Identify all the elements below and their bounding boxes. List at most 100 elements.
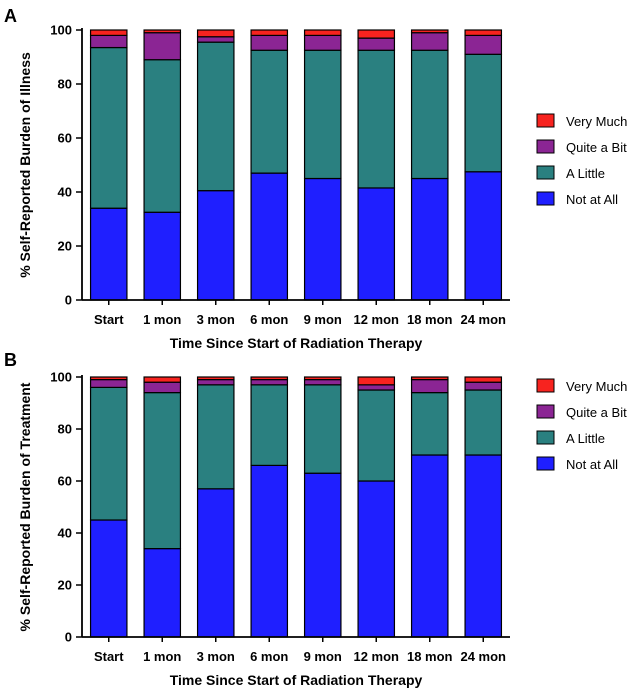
legend-swatch-quite-a-bit (536, 404, 555, 419)
bar-a-little-12-mon (357, 49, 396, 189)
panel-label: B (4, 350, 17, 370)
legend-label-not-at-all: Not at All (566, 457, 618, 472)
x-tick-label: 24 mon (460, 312, 506, 327)
bar-not-at-all-12-mon (357, 480, 396, 638)
bar-very-much-24-mon (464, 376, 503, 383)
bar-not-at-all-6-mon (250, 172, 289, 301)
x-tick-label: 12 mon (353, 649, 399, 664)
legend-label-quite-a-bit: Quite a Bit (566, 405, 627, 420)
bar-very-much-18-mon (410, 376, 449, 381)
y-tick-label: 80 (58, 77, 72, 92)
bar-very-much-12-mon (357, 29, 396, 39)
bar-quite-a-bit-start (89, 379, 128, 389)
bar-very-much-3-mon (196, 29, 235, 38)
y-tick-label: 60 (58, 131, 72, 146)
bar-a-little-12-mon (357, 389, 396, 482)
x-tick-label: 24 mon (460, 649, 506, 664)
legend-label-not-at-all: Not at All (566, 192, 618, 207)
bar-not-at-all-start (89, 207, 128, 301)
bar-a-little-9-mon (303, 49, 342, 180)
legend-label-a-little: A Little (566, 431, 605, 446)
bar-a-little-9-mon (303, 384, 342, 474)
y-tick-label: 0 (65, 293, 72, 308)
bar-very-much-18-mon (410, 29, 449, 34)
x-tick-label: 12 mon (353, 312, 399, 327)
bar-quite-a-bit-12-mon (357, 384, 396, 391)
bar-quite-a-bit-18-mon (410, 32, 449, 51)
bar-a-little-6-mon (250, 384, 289, 466)
bar-very-much-9-mon (303, 29, 342, 37)
y-tick-label: 100 (50, 23, 72, 38)
bar-quite-a-bit-18-mon (410, 379, 449, 394)
bar-quite-a-bit-9-mon (303, 379, 342, 386)
y-tick-label: 60 (58, 474, 72, 489)
x-axis-title: Time Since Start of Radiation Therapy (170, 672, 423, 688)
y-axis-title: % Self-Reported Burden of Illness (17, 52, 33, 278)
bar-not-at-all-3-mon (196, 488, 235, 638)
bar-quite-a-bit-24-mon (464, 34, 503, 55)
legend-label-very-much: Very Much (566, 114, 627, 129)
y-axis-title: % Self-Reported Burden of Treatment (17, 382, 33, 631)
bar-quite-a-bit-3-mon (196, 379, 235, 386)
bar-not-at-all-9-mon (303, 472, 342, 638)
y-tick-label: 80 (58, 422, 72, 437)
bar-quite-a-bit-9-mon (303, 34, 342, 51)
y-tick-label: 40 (58, 526, 72, 541)
chart-panel-a: A Start 1 mon 3 mon 6 mon 9 mon 12 mon 18 mon 24… (4, 6, 627, 351)
legend-swatch-a-little (536, 430, 555, 445)
bar-not-at-all-24-mon (464, 454, 503, 638)
bar-not-at-all-1-mon (143, 211, 182, 301)
y-tick-label: 100 (50, 370, 72, 385)
bar-not-at-all-12-mon (357, 187, 396, 301)
bar-a-little-start (89, 386, 128, 521)
bar-very-much-12-mon (357, 376, 396, 386)
bar-quite-a-bit-3-mon (196, 36, 235, 43)
legend-label-quite-a-bit: Quite a Bit (566, 140, 627, 155)
legend-label-very-much: Very Much (566, 379, 627, 394)
bar-quite-a-bit-12-mon (357, 37, 396, 51)
legend-swatch-not-at-all (536, 191, 555, 206)
bar-not-at-all-18-mon (410, 454, 449, 638)
bar-not-at-all-3-mon (196, 190, 235, 301)
x-tick-label: 18 mon (407, 649, 453, 664)
bar-quite-a-bit-6-mon (250, 34, 289, 51)
x-tick-label: 3 mon (197, 649, 235, 664)
bar-a-little-3-mon (196, 41, 235, 192)
bar-not-at-all-9-mon (303, 177, 342, 301)
bar-a-little-6-mon (250, 49, 289, 174)
bar-very-much-24-mon (464, 29, 503, 37)
x-tick-label: Start (94, 649, 124, 664)
bar-a-little-start (89, 46, 128, 209)
x-tick-label: 1 mon (143, 649, 181, 664)
x-tick-label: 6 mon (250, 649, 288, 664)
bar-quite-a-bit-start (89, 34, 128, 49)
legend-swatch-quite-a-bit (536, 139, 555, 154)
bar-quite-a-bit-6-mon (250, 379, 289, 386)
x-tick-label: 18 mon (407, 312, 453, 327)
x-tick-label: Start (94, 312, 124, 327)
bar-a-little-18-mon (410, 49, 449, 180)
x-tick-label: 3 mon (197, 312, 235, 327)
x-tick-label: 6 mon (250, 312, 288, 327)
bar-quite-a-bit-1-mon (143, 32, 182, 61)
y-tick-label: 20 (58, 239, 72, 254)
x-tick-label: 9 mon (304, 312, 342, 327)
bar-a-little-24-mon (464, 53, 503, 173)
bar-very-much-3-mon (196, 376, 235, 381)
y-tick-label: 40 (58, 185, 72, 200)
legend-label-a-little: A Little (566, 166, 605, 181)
chart-panel-b: B Start 1 mon 3 mon 6 mon 9 mon 12 mon 18 mon 24… (4, 350, 627, 688)
bar-very-much-start (89, 29, 128, 37)
bar-not-at-all-24-mon (464, 171, 503, 301)
bar-quite-a-bit-24-mon (464, 381, 503, 391)
bar-very-much-6-mon (250, 29, 289, 37)
legend-swatch-a-little (536, 165, 555, 180)
bar-very-much-9-mon (303, 376, 342, 381)
bar-very-much-6-mon (250, 376, 289, 381)
bar-not-at-all-18-mon (410, 177, 449, 301)
legend-swatch-very-much (536, 113, 555, 128)
legend-swatch-very-much (536, 378, 555, 393)
bar-not-at-all-start (89, 519, 128, 638)
